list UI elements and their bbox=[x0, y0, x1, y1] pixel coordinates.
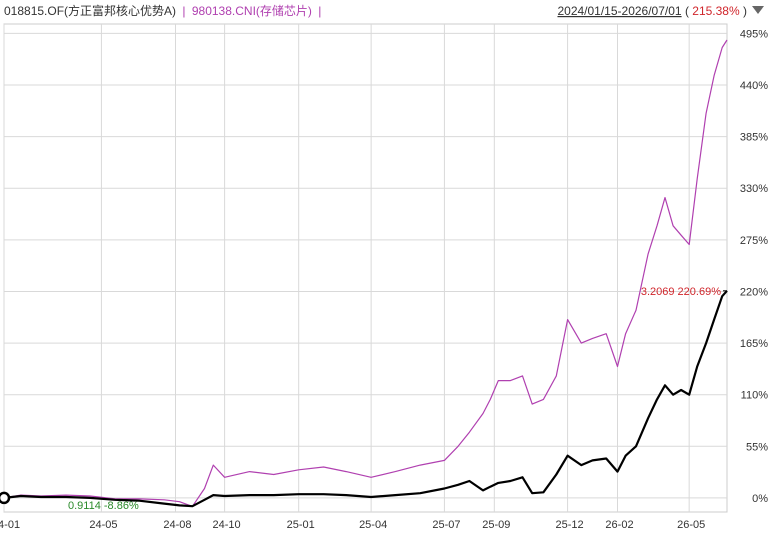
x-tick-label: 24-01 bbox=[0, 519, 20, 531]
date-range-line[interactable]: 2024/01/15-2026/07/01 ( 215.38% ) bbox=[557, 4, 747, 18]
x-tick-label: 26-02 bbox=[605, 519, 633, 531]
y-tick-label: 275% bbox=[740, 235, 768, 247]
x-tick-label: 25-04 bbox=[359, 519, 387, 531]
max-value-label: 3.2069 220.69% bbox=[641, 286, 721, 298]
range-paren-open: ( bbox=[685, 4, 689, 18]
series-lines bbox=[3, 39, 728, 508]
y-tick-label: 0% bbox=[752, 493, 768, 505]
x-tick-label: 25-12 bbox=[556, 519, 584, 531]
x-tick-label: 24-08 bbox=[163, 519, 191, 531]
fund-line bbox=[3, 290, 728, 508]
y-tick-label: 55% bbox=[746, 441, 768, 453]
y-tick-label: 165% bbox=[740, 338, 768, 350]
y-tick-label: 440% bbox=[740, 80, 768, 92]
y-tick-label: 385% bbox=[740, 132, 768, 144]
y-tick-label: 495% bbox=[740, 28, 768, 40]
min-value-label: 0.9114 -8.86% bbox=[68, 500, 139, 512]
x-tick-label: 25-01 bbox=[287, 519, 315, 531]
x-tick-label: 26-05 bbox=[677, 519, 705, 531]
y-tick-label: 220% bbox=[740, 286, 768, 298]
fund-label[interactable]: 018815.OF(方正富邦核心优势A) bbox=[4, 3, 176, 18]
triangle-down-icon[interactable] bbox=[752, 6, 764, 14]
range-paren-close: ) bbox=[743, 4, 747, 18]
separator-2: | bbox=[318, 4, 321, 18]
y-tick-label: 330% bbox=[740, 183, 768, 195]
x-tick-label: 24-05 bbox=[89, 519, 117, 531]
grid bbox=[3, 23, 728, 513]
start-point-marker[interactable] bbox=[0, 491, 11, 505]
x-axis-ticks: 24-01 24-05 24-08 24-10 25-01 25-04 25-07 25-09… bbox=[0, 519, 705, 531]
y-axis-ticks: 0% 55% 110% 165% 220% 275% 330% 385% 440% 495% bbox=[740, 28, 768, 505]
range-return: 215.38% bbox=[692, 4, 740, 18]
y-tick-label: 110% bbox=[741, 390, 769, 402]
x-tick-label: 25-09 bbox=[482, 519, 510, 531]
index-label[interactable]: 980138.CNI(存储芯片) bbox=[192, 3, 312, 18]
separator-1: | bbox=[182, 4, 185, 18]
x-tick-label: 24-10 bbox=[213, 519, 241, 531]
date-range: 2024/01/15-2026/07/01 bbox=[557, 4, 681, 18]
x-tick-label: 25-07 bbox=[432, 519, 460, 531]
index-line bbox=[3, 39, 728, 507]
header-line: 018815.OF(方正富邦核心优势A) | 980138.CNI(存储芯片) … bbox=[4, 3, 321, 18]
